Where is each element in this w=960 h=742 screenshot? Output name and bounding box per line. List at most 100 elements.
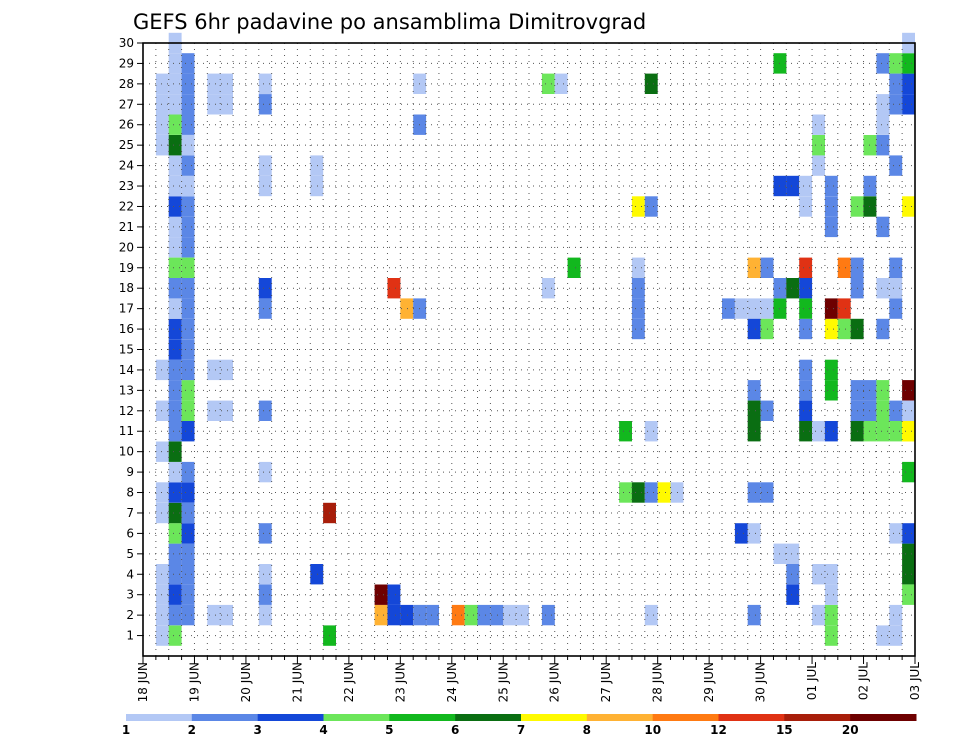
- x-tick-label: 27 JUN: [599, 662, 613, 702]
- y-tick-label: 10: [119, 445, 134, 459]
- heatmap-cell: [876, 216, 890, 238]
- x-tick-label: 30 JUN: [754, 662, 768, 702]
- legend-swatch: [323, 714, 390, 721]
- x-tick-label: 02 JUL: [857, 662, 871, 700]
- y-tick-label: 20: [119, 240, 134, 254]
- y-tick-label: 24: [119, 159, 134, 173]
- heatmap-cell: [747, 482, 761, 503]
- heatmap-cell: [902, 461, 915, 483]
- y-tick-label: 25: [119, 138, 134, 152]
- heatmap-cell: [155, 441, 169, 462]
- legend-label: 3: [254, 723, 262, 737]
- heatmap-cell: [786, 278, 800, 299]
- heatmap-cell: [168, 298, 182, 319]
- heatmap-cell: [258, 523, 272, 544]
- heatmap-cell: [824, 298, 838, 319]
- heatmap-cell: [168, 175, 182, 197]
- heatmap-cell: [889, 523, 903, 544]
- x-tick-label: 29 JUN: [702, 662, 716, 702]
- x-tick-label: 23 JUN: [393, 662, 407, 702]
- heatmap-cell: [168, 625, 182, 646]
- heatmap-cell: [889, 604, 903, 626]
- heatmap-cell: [902, 380, 915, 401]
- legend-swatch: [521, 714, 588, 721]
- heatmap-cell: [374, 584, 388, 605]
- heatmap-cell: [168, 421, 182, 442]
- heatmap-cell: [168, 278, 182, 299]
- x-tick-label: 24 JUN: [445, 662, 459, 702]
- heatmap-cell: [168, 523, 182, 544]
- heatmap-cell: [619, 482, 632, 503]
- y-tick-label: 28: [119, 77, 134, 91]
- heatmap-cell: [541, 604, 555, 626]
- heatmap-cell: [812, 564, 825, 585]
- heatmap-cell: [876, 421, 890, 442]
- heatmap-cell: [258, 604, 272, 626]
- x-tick-label: 26 JUN: [548, 662, 562, 702]
- heatmap-cell: [889, 257, 903, 278]
- heatmap-cell: [426, 604, 439, 626]
- heatmap-cell: [876, 380, 890, 401]
- legend-label: 20: [842, 723, 859, 737]
- heatmap-cell: [168, 237, 182, 258]
- heatmap-cell: [837, 257, 851, 278]
- heatmap-cell: [181, 298, 195, 319]
- heatmap-cell: [812, 114, 825, 135]
- heatmap-cell: [168, 114, 182, 135]
- heatmap-cell: [168, 604, 182, 626]
- y-tick-label: 14: [119, 363, 134, 377]
- heatmap-cell: [889, 421, 903, 442]
- heatmap-cell: [258, 94, 272, 115]
- x-tick-label: 19 JUN: [188, 662, 202, 702]
- heatmap-cell: [824, 604, 838, 626]
- heatmap-cell: [824, 564, 838, 585]
- x-tick-label: 21 JUN: [290, 662, 304, 702]
- legend-label: 7: [517, 723, 525, 737]
- grid-lines: [142, 42, 916, 656]
- heatmap-cell: [567, 257, 581, 278]
- y-tick-label: 19: [119, 261, 134, 275]
- heatmap-cell: [181, 359, 195, 381]
- heatmap-cell: [812, 604, 825, 626]
- heatmap-cell: [400, 298, 414, 319]
- heatmap-cell: [258, 461, 272, 483]
- heatmap-cell: [722, 298, 735, 319]
- heatmap-cell: [181, 94, 195, 115]
- heatmap-cell: [168, 584, 182, 605]
- heatmap-cell: [181, 523, 195, 544]
- heatmap-cell: [207, 604, 233, 626]
- heatmap-cell: [181, 53, 195, 74]
- heatmap-cell: [155, 94, 169, 115]
- heatmap-cell: [181, 257, 195, 278]
- heatmap-cell: [824, 216, 838, 238]
- heatmap-cell: [786, 564, 800, 585]
- heatmap-cell: [181, 175, 195, 197]
- heatmap-cell: [155, 114, 169, 135]
- heatmap-cell: [310, 155, 324, 176]
- heatmap-cell: [181, 237, 195, 258]
- legend-swatch: [784, 714, 851, 721]
- heatmap-cell: [824, 175, 838, 197]
- heatmap-cell: [464, 604, 478, 626]
- heatmap-cell: [181, 114, 195, 135]
- heatmap-cell: [747, 318, 761, 340]
- heatmap-cell: [541, 73, 555, 94]
- heatmap-cell: [837, 318, 851, 340]
- heatmap-cell: [168, 502, 182, 524]
- heatmap-cell: [258, 73, 272, 94]
- x-tick-label: 03 JUL: [908, 662, 922, 700]
- y-tick-label: 21: [119, 220, 134, 234]
- y-tick-label: 23: [119, 179, 134, 193]
- y-tick-label: 3: [126, 588, 134, 602]
- heatmap-cell: [155, 135, 169, 156]
- heatmap-cell: [824, 421, 838, 442]
- heatmap-cell: [400, 604, 414, 626]
- heatmap-cell: [168, 482, 182, 503]
- y-tick-label: 9: [126, 465, 134, 479]
- heatmap-cell: [799, 175, 813, 197]
- heatmap-cell: [670, 482, 684, 503]
- heatmap-cell: [889, 73, 903, 94]
- heatmap-cell: [168, 441, 182, 462]
- heatmap-cell: [181, 196, 195, 217]
